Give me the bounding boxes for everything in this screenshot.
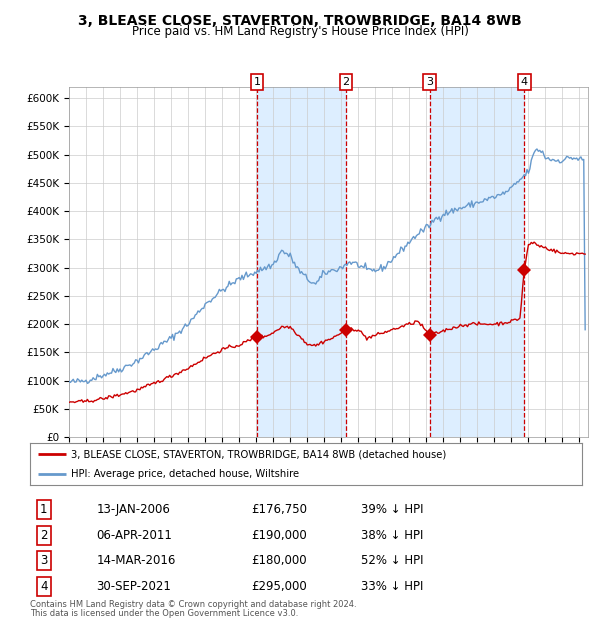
Text: 33% ↓ HPI: 33% ↓ HPI	[361, 580, 424, 593]
Text: 3: 3	[40, 554, 47, 567]
Text: 3, BLEASE CLOSE, STAVERTON, TROWBRIDGE, BA14 8WB: 3, BLEASE CLOSE, STAVERTON, TROWBRIDGE, …	[78, 14, 522, 28]
Text: Price paid vs. HM Land Registry's House Price Index (HPI): Price paid vs. HM Land Registry's House …	[131, 25, 469, 38]
Text: 13-JAN-2006: 13-JAN-2006	[96, 503, 170, 516]
Text: 38% ↓ HPI: 38% ↓ HPI	[361, 529, 424, 542]
Text: 1: 1	[40, 503, 47, 516]
Text: This data is licensed under the Open Government Licence v3.0.: This data is licensed under the Open Gov…	[30, 609, 298, 618]
Text: 4: 4	[40, 580, 47, 593]
Text: £176,750: £176,750	[251, 503, 307, 516]
Text: 2: 2	[40, 529, 47, 542]
Text: 3: 3	[426, 77, 433, 87]
Bar	[257, 87, 346, 437]
Bar	[430, 87, 524, 437]
Text: 14-MAR-2016: 14-MAR-2016	[96, 554, 176, 567]
Text: 2: 2	[342, 77, 349, 87]
Text: 4: 4	[521, 77, 528, 87]
Text: 3, BLEASE CLOSE, STAVERTON, TROWBRIDGE, BA14 8WB (detached house): 3, BLEASE CLOSE, STAVERTON, TROWBRIDGE, …	[71, 450, 446, 459]
Text: £180,000: £180,000	[251, 554, 307, 567]
Text: 06-APR-2011: 06-APR-2011	[96, 529, 172, 542]
Text: £190,000: £190,000	[251, 529, 307, 542]
Text: Contains HM Land Registry data © Crown copyright and database right 2024.: Contains HM Land Registry data © Crown c…	[30, 600, 356, 609]
Text: 1: 1	[253, 77, 260, 87]
Text: 52% ↓ HPI: 52% ↓ HPI	[361, 554, 424, 567]
Text: HPI: Average price, detached house, Wiltshire: HPI: Average price, detached house, Wilt…	[71, 469, 299, 479]
Text: 39% ↓ HPI: 39% ↓ HPI	[361, 503, 424, 516]
Text: 30-SEP-2021: 30-SEP-2021	[96, 580, 171, 593]
Text: £295,000: £295,000	[251, 580, 307, 593]
